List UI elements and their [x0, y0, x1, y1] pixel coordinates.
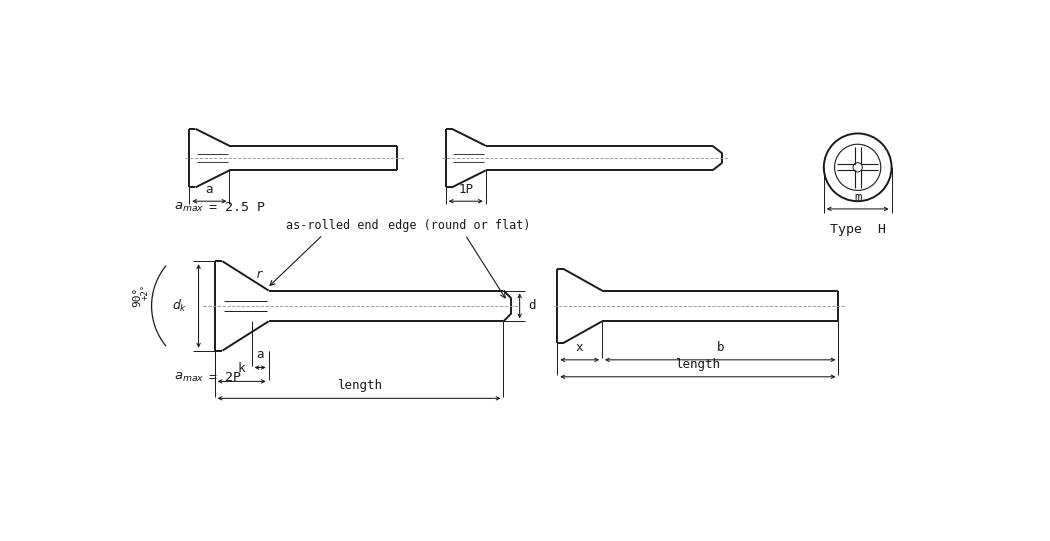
Text: = 2P: = 2P — [209, 371, 240, 384]
Text: k: k — [238, 362, 246, 375]
Text: +2°: +2° — [141, 284, 150, 300]
Text: r: r — [256, 267, 262, 281]
Text: a: a — [256, 348, 264, 361]
Text: $d_k$: $d_k$ — [172, 298, 187, 314]
Text: d: d — [528, 299, 536, 313]
Text: as-rolled end: as-rolled end — [270, 219, 379, 286]
Text: = 2.5 P: = 2.5 P — [209, 201, 265, 214]
Text: $a_{max}$: $a_{max}$ — [174, 371, 205, 384]
Text: x: x — [576, 341, 584, 354]
Text: $a_{max}$: $a_{max}$ — [174, 201, 205, 214]
Text: m: m — [854, 190, 861, 203]
Text: 1P: 1P — [458, 183, 474, 196]
Text: 90°: 90° — [132, 287, 143, 307]
Text: a: a — [206, 183, 213, 196]
Text: edge (round or flat): edge (round or flat) — [388, 219, 530, 298]
Text: length: length — [337, 379, 381, 392]
Text: b: b — [716, 341, 724, 354]
Text: length: length — [675, 358, 720, 371]
Text: Type  H: Type H — [830, 223, 886, 236]
